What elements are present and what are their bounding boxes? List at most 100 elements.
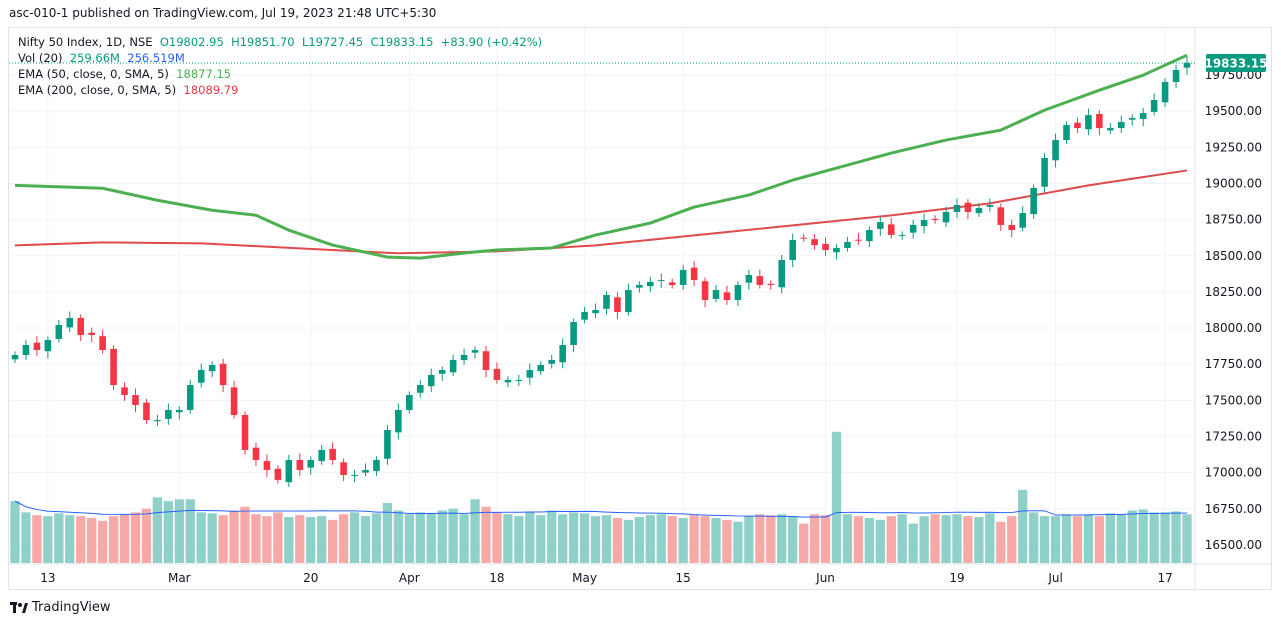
volume-bar [722,519,732,563]
candle [482,351,490,371]
volume-bar [306,517,316,563]
candle [1117,121,1125,129]
candle [1150,100,1158,112]
candle [1172,69,1180,82]
volume-bar [590,516,601,563]
candle [690,267,698,281]
x-tick-label: 19 [949,571,964,585]
volume-bar [10,501,20,563]
volume-bar [612,518,623,563]
volume-bar [667,516,677,563]
volume-bar [1094,516,1105,563]
candle [307,459,315,468]
candle [636,284,643,288]
candle [285,459,293,483]
y-tick-label: 17500.00 [1205,393,1262,407]
volume-bar [579,513,590,563]
volume-bar [65,515,75,563]
candle [1019,212,1026,228]
volume-bar [1127,510,1137,563]
candle [99,336,106,351]
candle [252,447,260,460]
volume-bar [481,506,491,563]
volume-bar [1039,516,1050,563]
candle [416,385,424,393]
candle [351,475,358,476]
volume-bar [886,516,896,563]
volume-bar [1149,512,1159,563]
volume-bar [317,516,327,563]
candle [647,281,654,287]
volume-bar [207,513,217,563]
volume-bar [733,521,743,563]
candle [526,370,534,378]
candle [1052,140,1059,161]
candle [493,368,501,380]
candle [559,344,566,363]
volume-bar [525,512,535,563]
volume-bar [284,517,294,563]
candle [121,387,128,396]
volume-bar [360,516,371,563]
ema200-legend: EMA (200, close, 0, SMA, 5) 18089.79 [18,83,239,97]
chart-pane[interactable] [8,27,1272,590]
volume-bar [820,515,831,563]
candle [603,294,610,309]
candle [1008,224,1016,231]
candle [1139,113,1147,120]
volume-bar [536,515,546,563]
volume-bar [174,499,184,563]
candle [263,461,271,470]
volume-bar [1007,516,1017,563]
candle [22,344,30,355]
volume-bar [919,516,929,563]
volume-bar [656,514,666,563]
volume-bar [908,523,918,563]
volume-bar [1105,513,1115,563]
volume-bar [700,516,710,563]
volume-bar [327,519,338,563]
candle [898,234,906,236]
volume-bar [503,514,513,563]
volume-bar [864,518,875,563]
legend: Nifty 50 Index, 1D, NSE O19802.95 H19851… [18,34,542,98]
published-caption: asc-010-1 published on TradingView.com, … [9,6,437,20]
candle [296,459,304,470]
volume-bar [371,513,382,563]
volume-bar [1116,514,1126,563]
candle [1161,81,1169,103]
candle [570,321,577,345]
y-tick-label: 17750.00 [1205,357,1262,371]
volume-bar [470,499,480,563]
volume-bar [678,518,688,563]
candle [176,409,183,413]
tradingview-logo-icon [10,601,28,613]
candle [811,239,818,246]
candle [997,207,1005,225]
volume-bar [163,501,174,563]
volume-bar [87,518,97,563]
volume-bar [130,512,141,563]
volume-bar [251,514,261,563]
candle [471,350,479,353]
volume-bar [1182,514,1192,563]
volume-bar [240,506,250,563]
candle [395,409,402,433]
volume-bar [119,514,130,563]
volume-bar [1171,511,1181,563]
volume-bar [711,518,721,563]
volume-bar [21,512,31,563]
candle [241,414,249,450]
candle [833,247,840,253]
candle [745,275,753,283]
volume-bar [568,512,579,563]
ema50-line [14,53,1188,260]
tradingview-logo[interactable]: TradingView [10,600,111,615]
volume-bar [777,514,787,563]
candle [88,332,95,336]
volume-bar [831,431,842,563]
volume-bar [196,512,206,563]
candle [362,469,369,473]
candle [515,379,523,381]
